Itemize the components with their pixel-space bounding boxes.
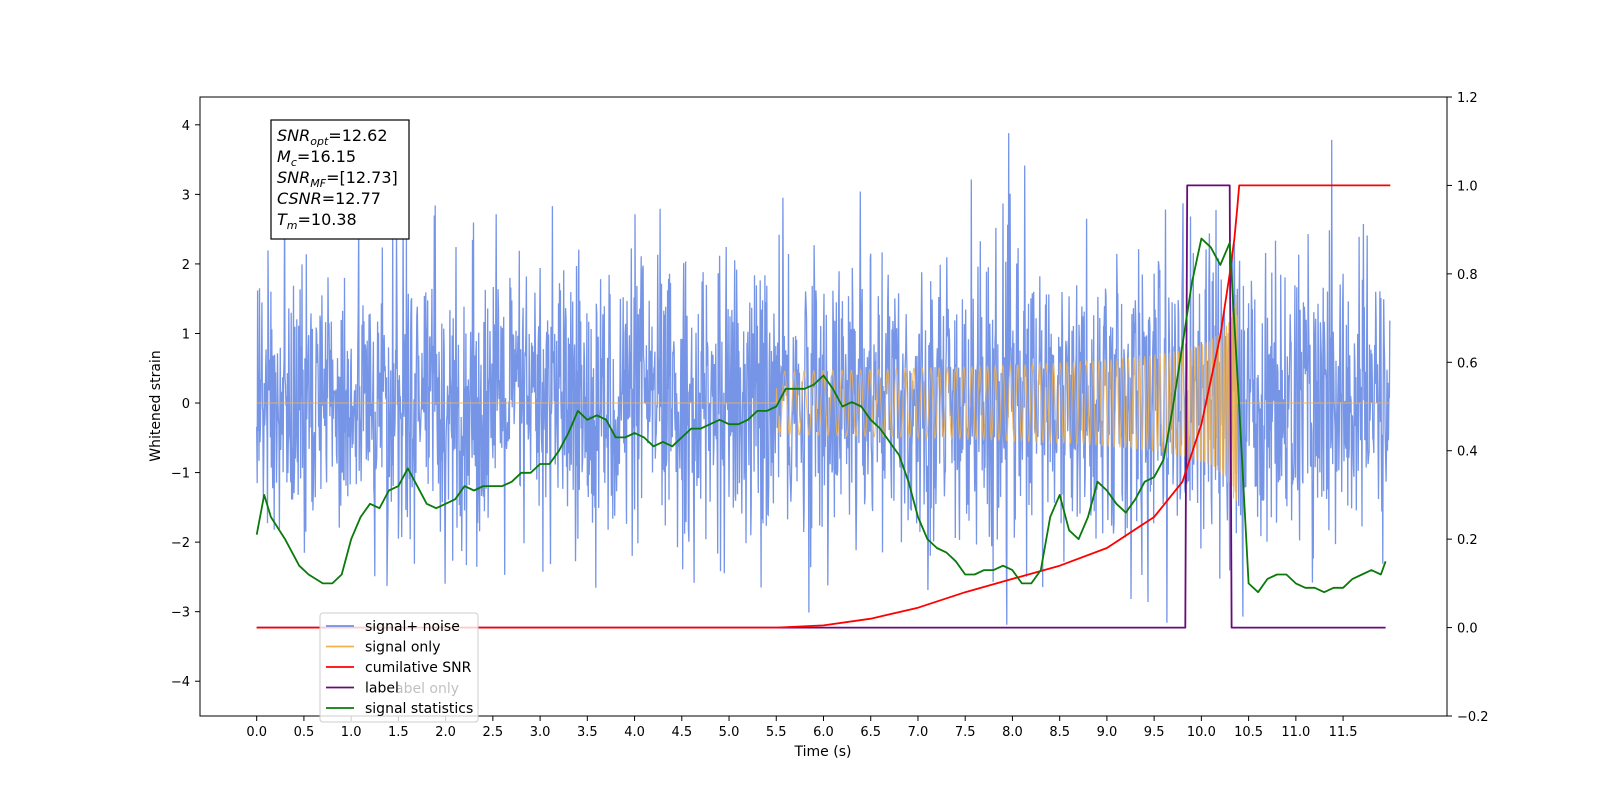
y-left-tick-label: 2 xyxy=(182,258,190,273)
y-left-tick-label: −3 xyxy=(171,606,190,621)
legend-entry: signal+ noise xyxy=(365,619,460,635)
y-axis-left-label: Whitened strain xyxy=(148,350,164,461)
x-tick-label: 9.0 xyxy=(1097,725,1118,740)
legend-entry: cumilative SNR xyxy=(365,660,472,676)
x-tick-label: 9.5 xyxy=(1144,725,1165,740)
x-tick-label: 2.5 xyxy=(483,725,504,740)
x-tick-label: 2.0 xyxy=(435,725,456,740)
x-tick-label: 5.5 xyxy=(766,725,787,740)
x-tick-label: 5.0 xyxy=(719,725,740,740)
x-tick-label: 6.0 xyxy=(813,725,834,740)
series-label xyxy=(256,184,1386,629)
series-signal-statistics xyxy=(255,237,1387,594)
x-tick-label: 1.0 xyxy=(341,725,362,740)
x-tick-label: 3.5 xyxy=(577,725,598,740)
x-tick-label: 1.5 xyxy=(388,725,409,740)
y-left-tick-label: −2 xyxy=(171,536,190,551)
annotation-line: SNRopt=12.62 xyxy=(277,126,388,148)
y-right-tick-label: 0.6 xyxy=(1457,356,1478,371)
annotation-line: CSNR=12.77 xyxy=(277,189,381,208)
x-axis: 0.0 0.5 1.0 1.5 2.0 2.5 3.0 3.5 4.0 4.5 5.0 5.5 6.0 6… xyxy=(246,716,1358,740)
legend-entry: label xyxy=(365,681,399,697)
x-tick-label: 7.5 xyxy=(955,725,976,740)
legend-entry: signal only xyxy=(365,640,440,656)
y-right-tick-label: 0.8 xyxy=(1457,268,1478,283)
x-axis-label: Time (s) xyxy=(794,744,852,760)
x-tick-label: 4.0 xyxy=(624,725,645,740)
y-left-tick-label: 3 xyxy=(182,188,190,203)
x-tick-label: 10.0 xyxy=(1187,725,1216,740)
y-axis-left: −4 −3 −2 −1 0 1 2 3 4 xyxy=(171,119,200,690)
series-signal-only xyxy=(256,294,1390,502)
series-signal-plus-noise xyxy=(256,133,1391,625)
x-tick-label: 3.0 xyxy=(530,725,551,740)
x-tick-label: 0.0 xyxy=(246,725,267,740)
y-left-tick-label: 1 xyxy=(182,327,190,342)
annotation-line: Mc=16.15 xyxy=(277,147,356,169)
legend-entry: signal statistics xyxy=(365,701,473,717)
x-tick-label: 6.5 xyxy=(860,725,881,740)
x-tick-label: 11.0 xyxy=(1281,725,1310,740)
y-right-tick-label: 0.0 xyxy=(1457,622,1478,637)
x-tick-label: 7.0 xyxy=(908,725,929,740)
series-cumulative-snr xyxy=(256,184,1391,629)
y-right-tick-label: 1.0 xyxy=(1457,179,1478,194)
x-tick-label: 0.5 xyxy=(294,725,315,740)
y-axis-right: −0.2 0.0 0.2 0.4 0.6 0.8 1.0 1.2 xyxy=(1447,91,1489,725)
y-right-tick-label: 0.2 xyxy=(1457,533,1478,548)
y-left-tick-label: −1 xyxy=(171,467,190,482)
legend: signal+ noise signal only cumilative SNR la… xyxy=(319,612,479,723)
legend-overlap-text: abel only xyxy=(395,681,459,697)
y-left-tick-label: 4 xyxy=(182,119,190,134)
annotation-line: Tm=10.38 xyxy=(277,210,357,232)
x-tick-label: 8.0 xyxy=(1002,725,1023,740)
y-right-tick-label: 1.2 xyxy=(1457,91,1478,106)
x-tick-label: 11.5 xyxy=(1329,725,1358,740)
annotation-line: SNRMF=[12.73] xyxy=(277,168,398,190)
series-layer xyxy=(255,133,1391,629)
y-right-tick-label: 0.4 xyxy=(1457,445,1478,460)
x-tick-label: 4.5 xyxy=(671,725,692,740)
y-right-tick-label: −0.2 xyxy=(1457,710,1489,725)
x-tick-label: 10.5 xyxy=(1234,725,1263,740)
y-left-tick-label: 0 xyxy=(182,397,190,412)
x-tick-label: 8.5 xyxy=(1049,725,1070,740)
y-left-tick-label: −4 xyxy=(171,675,190,690)
annotation-box: SNRopt=12.62Mc=16.15SNRMF=[12.73]CSNR=12… xyxy=(270,119,410,240)
